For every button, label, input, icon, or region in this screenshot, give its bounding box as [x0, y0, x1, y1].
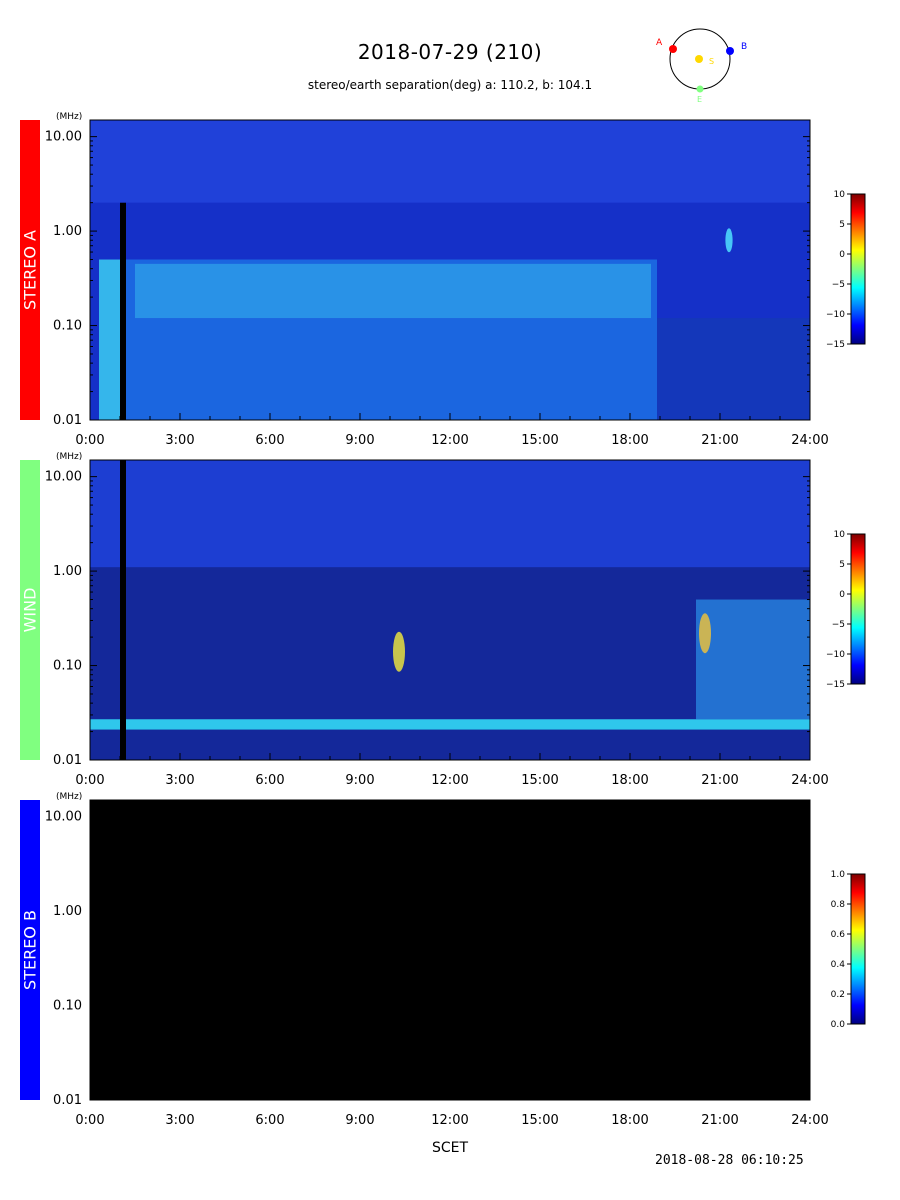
stereo-a-label: A — [656, 38, 663, 48]
x-tick-label: 21:00 — [701, 1113, 738, 1128]
emission-band-6 — [90, 120, 810, 203]
y-tick-label: 0.10 — [53, 319, 82, 334]
y-tick-label: 0.10 — [53, 659, 82, 674]
x-tick-label: 18:00 — [611, 1113, 648, 1128]
x-tick-label: 12:00 — [431, 773, 468, 788]
spectrogram-background — [90, 800, 810, 1100]
stereo-b-label: B — [741, 42, 747, 52]
x-tick-label: 6:00 — [255, 1113, 284, 1128]
emission-band-2 — [90, 719, 810, 730]
x-tick-label: 3:00 — [165, 773, 194, 788]
spectrogram-image — [90, 460, 810, 760]
y-axis-unit-label: (MHz) — [56, 452, 82, 462]
panel-stereo-b: (MHz) 0.01 0.10 1.00 10.00 0:00 3:00 6:00 9:00 12… — [45, 792, 866, 1128]
colorbar-tick-label: 1.0 — [831, 870, 846, 880]
x-tick-label: 18:00 — [611, 773, 648, 788]
y-tick-label: 1.00 — [53, 564, 82, 579]
side-label-wind: WIND — [20, 460, 40, 760]
plot-title: 2018-07-29 (210) — [357, 40, 543, 64]
colorbar-tick-label: 0.8 — [831, 900, 846, 910]
y-tick-label: 10.00 — [45, 130, 82, 145]
plot-subtitle: stereo/earth separation(deg) a: 110.2, b… — [307, 78, 593, 92]
earth-label: E — [697, 95, 702, 104]
emission-band-1 — [99, 259, 657, 420]
y-axis-unit-label: (MHz) — [56, 112, 82, 122]
stereo-a-marker — [669, 45, 677, 53]
x-tick-label: 24:00 — [791, 433, 828, 448]
x-tick-label: 12:00 — [431, 1113, 468, 1128]
y-axis-unit-label: (MHz) — [56, 792, 82, 802]
colorbar-tick-label: 0.2 — [831, 990, 845, 1000]
emission-band-3 — [99, 259, 120, 420]
colorbar-tick-label: 0.6 — [831, 930, 846, 940]
spectrogram-image — [90, 800, 810, 1100]
stereo-b-marker — [726, 47, 734, 55]
y-tick-label: 1.00 — [53, 224, 82, 239]
side-label-stereo-a: STEREO A — [20, 120, 40, 420]
colorbar-tick-label: 0.4 — [831, 960, 846, 970]
spectrogram-image — [90, 120, 810, 420]
emission-band-1 — [90, 460, 810, 568]
y-tick-label: 0.01 — [53, 1093, 82, 1108]
y-tick-label: 0.10 — [53, 999, 82, 1014]
colorbar-tick-label: 5 — [839, 220, 845, 230]
y-tick-label: 10.00 — [45, 810, 82, 825]
x-tick-label: 24:00 — [791, 773, 828, 788]
side-label-stereo-b: STEREO B — [20, 800, 40, 1100]
emission-spot-7 — [725, 228, 733, 253]
orbit-diagram: A B S E — [656, 28, 747, 104]
colorbar — [850, 873, 866, 1025]
x-tick-label: 24:00 — [791, 1113, 828, 1128]
x-tick-label: 9:00 — [345, 773, 374, 788]
sun-marker — [695, 55, 703, 63]
x-tick-label: 0:00 — [75, 1113, 104, 1128]
colorbar-tick-label: 0.0 — [831, 1020, 846, 1030]
colorbar-tick-label: 10 — [834, 530, 846, 540]
panel-stereo-a: (MHz) 0.01 0.10 1.00 10.00 0:00 3:00 6:00 9:00 12… — [45, 112, 866, 448]
colorbar-tick-label: −5 — [832, 620, 845, 630]
x-tick-label: 21:00 — [701, 773, 738, 788]
emission-band-5 — [657, 318, 810, 420]
colorbar-tick-label: 0 — [839, 590, 845, 600]
x-tick-label: 21:00 — [701, 433, 738, 448]
colorbar — [850, 193, 866, 345]
x-tick-label: 6:00 — [255, 773, 284, 788]
y-tick-label: 0.01 — [53, 413, 82, 428]
x-tick-label: 12:00 — [431, 433, 468, 448]
x-tick-label: 15:00 — [521, 1113, 558, 1128]
colorbar-tick-label: 10 — [834, 190, 846, 200]
emission-band-4 — [120, 202, 126, 420]
colorbar-tick-label: 5 — [839, 560, 845, 570]
colorbar-tick-label: −15 — [826, 680, 845, 690]
x-axis-label: SCET — [431, 1140, 469, 1156]
x-tick-label: 3:00 — [165, 433, 194, 448]
x-tick-label: 15:00 — [521, 773, 558, 788]
x-tick-label: 3:00 — [165, 1113, 194, 1128]
colorbar-tick-label: −10 — [826, 650, 845, 660]
colorbar-tick-label: −10 — [826, 310, 845, 320]
x-tick-label: 0:00 — [75, 433, 104, 448]
colorbar-tick-label: −15 — [826, 340, 845, 350]
generation-timestamp: 2018-08-28 06:10:25 — [655, 1153, 804, 1168]
x-tick-label: 0:00 — [75, 773, 104, 788]
emission-band-3 — [696, 599, 810, 720]
x-tick-label: 15:00 — [521, 433, 558, 448]
earth-marker — [696, 85, 704, 93]
emission-spot-5 — [393, 631, 405, 672]
x-tick-label: 9:00 — [345, 1113, 374, 1128]
colorbar-tick-label: 0 — [839, 250, 845, 260]
colorbar-tick-label: −5 — [832, 280, 845, 290]
emission-band-2 — [135, 263, 651, 319]
emission-band-4 — [120, 460, 126, 760]
emission-spot-6 — [699, 613, 711, 654]
colorbar — [850, 533, 866, 685]
panel-wind: (MHz) 0.01 0.10 1.00 10.00 0:00 3:00 6:00 9:00 12… — [45, 452, 866, 788]
x-tick-label: 6:00 — [255, 433, 284, 448]
y-tick-label: 10.00 — [45, 470, 82, 485]
x-tick-label: 9:00 — [345, 433, 374, 448]
y-tick-label: 0.01 — [53, 753, 82, 768]
sun-label: S — [709, 57, 714, 66]
x-tick-label: 18:00 — [611, 433, 648, 448]
y-tick-label: 1.00 — [53, 904, 82, 919]
